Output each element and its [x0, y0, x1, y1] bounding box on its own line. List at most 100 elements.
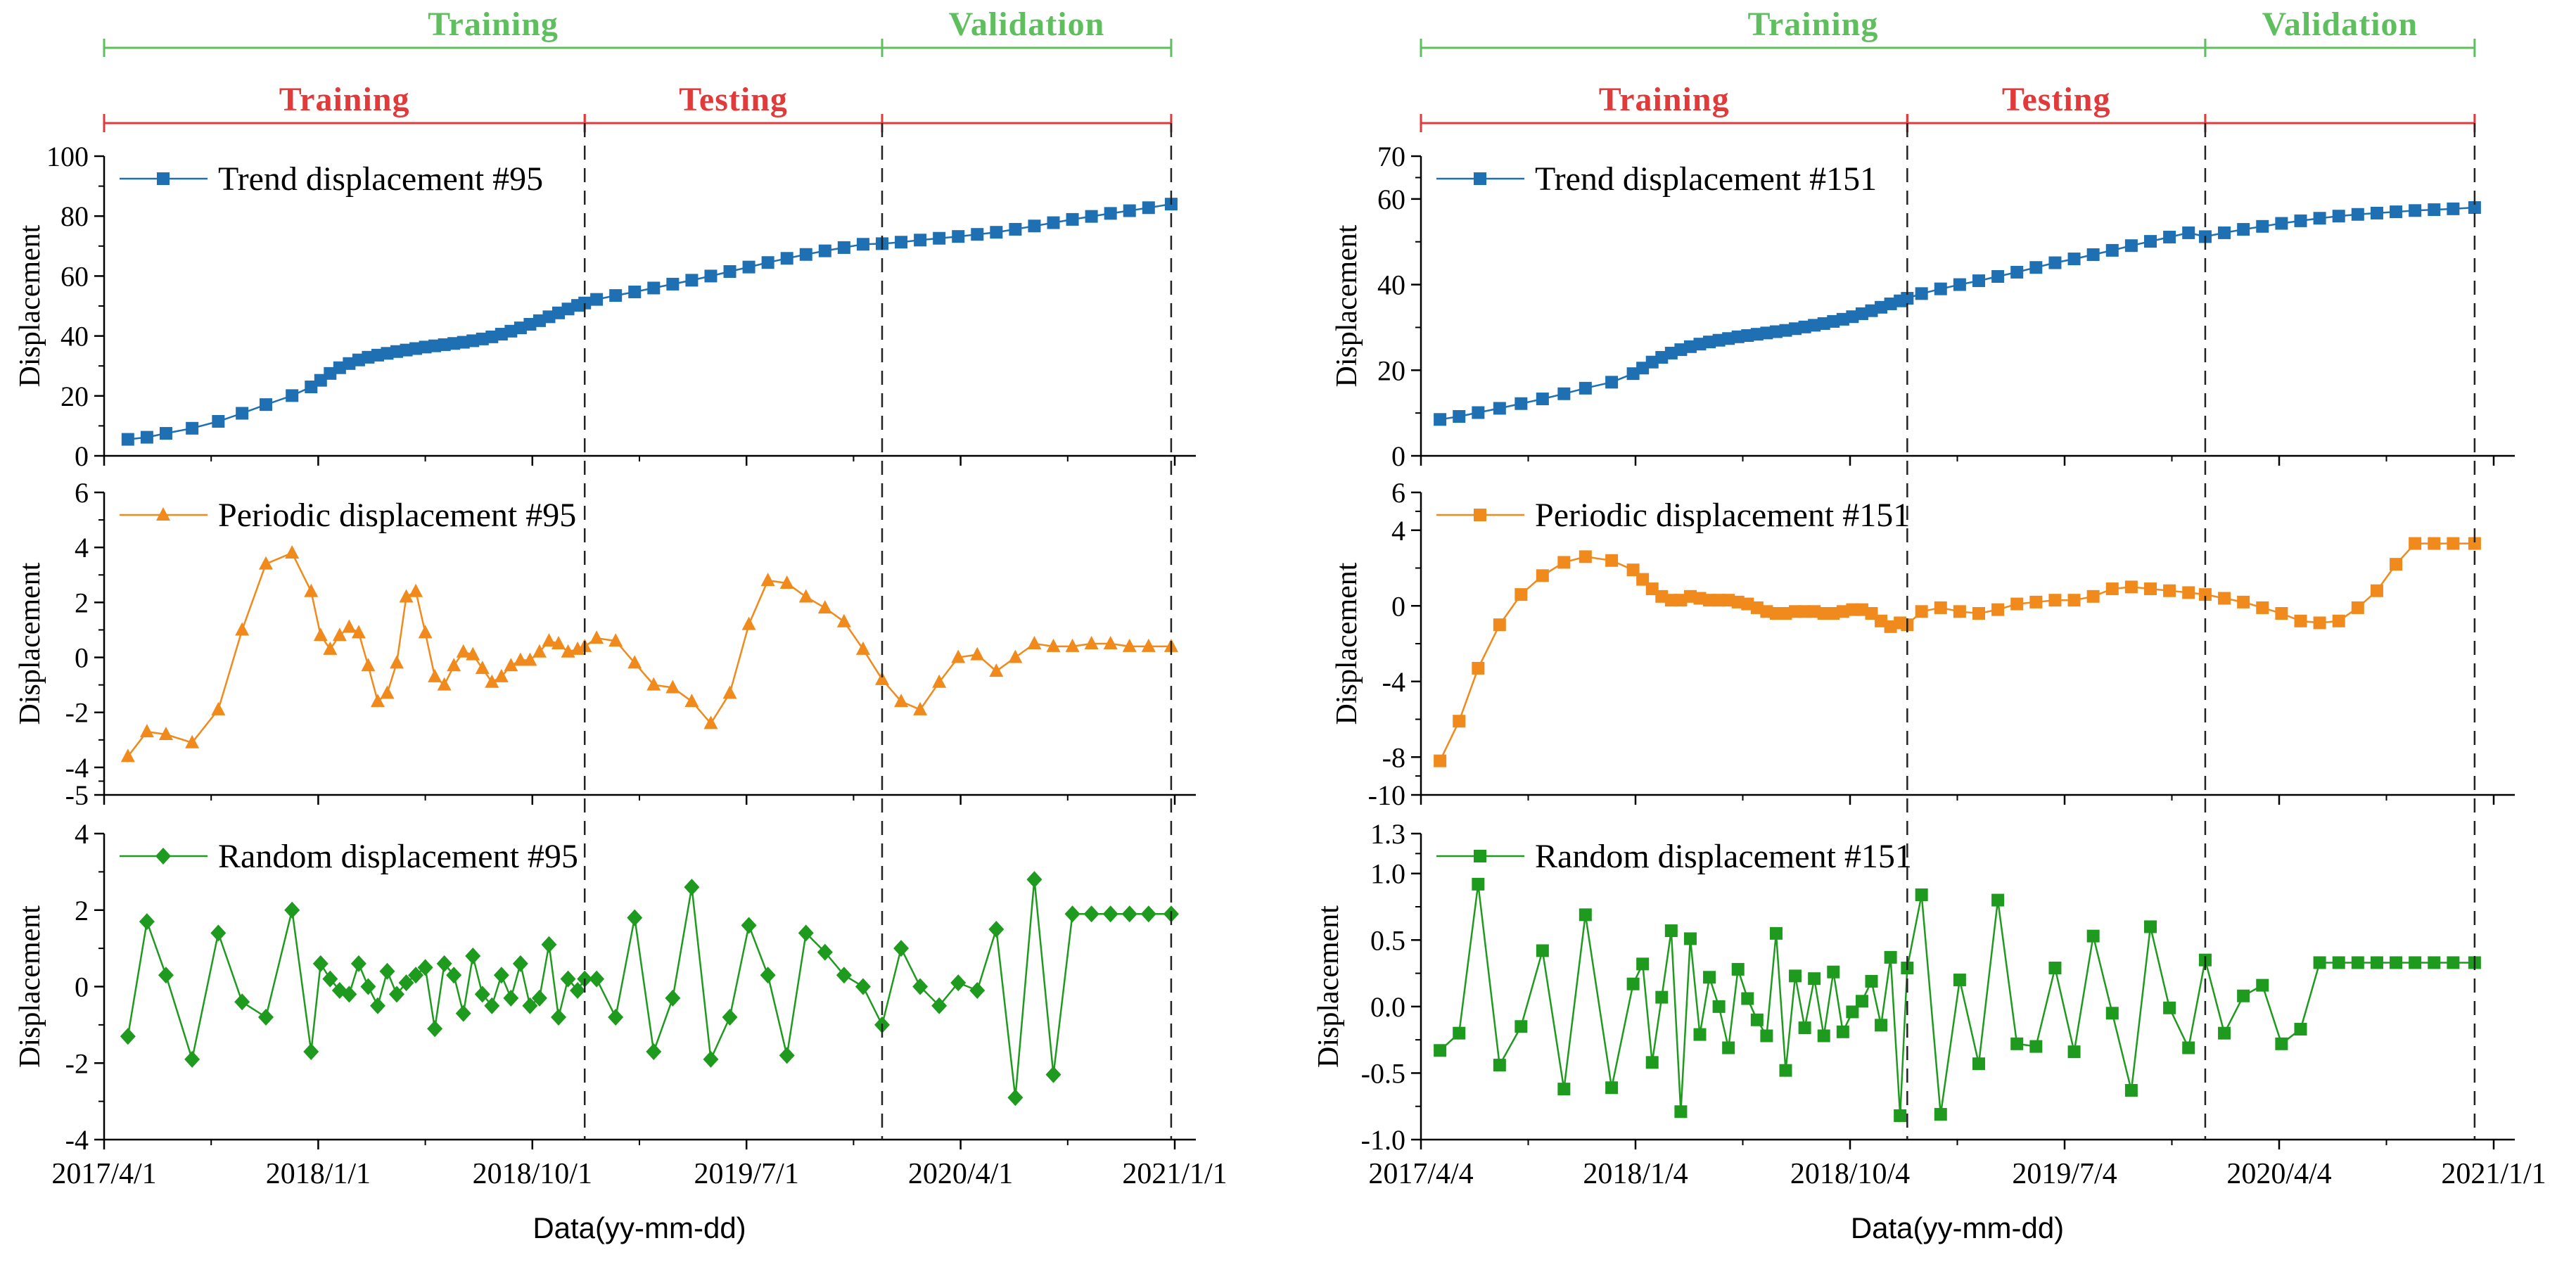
data-point — [379, 962, 395, 980]
data-point — [722, 685, 737, 699]
data-point — [140, 431, 153, 444]
data-point — [1731, 595, 1745, 608]
data-point — [2390, 205, 2403, 219]
data-point — [1046, 638, 1061, 652]
data-point — [2105, 1007, 2119, 1020]
data-point — [1836, 312, 1849, 326]
y-axis-label: Displacement — [14, 905, 46, 1068]
data-point — [1636, 573, 1650, 586]
data-point — [1884, 297, 1897, 310]
data-point — [2294, 214, 2307, 227]
data-point — [2447, 956, 2460, 969]
data-point — [1779, 1064, 1792, 1077]
data-point — [1026, 871, 1042, 888]
data-point — [1655, 589, 1669, 603]
data-point — [1453, 410, 1466, 423]
series-line-random — [1439, 884, 2475, 1116]
data-point — [1536, 944, 1549, 957]
data-point — [210, 924, 227, 942]
data-point — [1855, 603, 1868, 616]
data-point — [2048, 256, 2062, 269]
data-point — [304, 583, 319, 597]
y-tick-label: 60 — [1377, 184, 1405, 215]
data-point — [1434, 1044, 1447, 1057]
data-point — [446, 967, 462, 984]
data-point — [1064, 905, 1080, 923]
data-point — [370, 694, 385, 708]
data-point — [522, 997, 538, 1014]
data-point — [685, 274, 699, 287]
x-tick-label: 2021/1/1 — [1122, 1158, 1227, 1190]
data-point — [2313, 956, 2326, 969]
data-point — [1731, 962, 1745, 976]
data-point — [2105, 243, 2119, 257]
y-tick-label: 6 — [1391, 477, 1405, 509]
band-row-top: Training Validation — [1420, 6, 2476, 57]
data-point — [1798, 320, 1811, 333]
data-point — [2256, 219, 2269, 233]
data-point — [2428, 956, 2441, 969]
data-point — [1846, 310, 1859, 324]
data-point — [628, 285, 642, 298]
data-point — [284, 901, 300, 919]
data-point — [895, 236, 908, 249]
legend-marker — [1474, 509, 1486, 521]
legend-trend: Trend displacement #151 — [1436, 160, 1877, 198]
data-point — [1750, 328, 1764, 341]
y-tick-label: 40 — [1377, 269, 1405, 301]
data-point — [2067, 253, 2081, 266]
data-point — [2198, 588, 2212, 601]
data-point — [390, 655, 404, 669]
data-point — [2409, 956, 2422, 969]
data-point — [390, 345, 404, 358]
x-tick-label: 2020/4/1 — [908, 1158, 1013, 1190]
data-point — [1875, 300, 1888, 314]
data-point — [817, 943, 833, 961]
data-point — [2447, 202, 2460, 215]
data-point — [322, 970, 338, 988]
data-point — [1722, 1041, 1735, 1054]
data-point — [121, 433, 134, 446]
data-point — [741, 616, 756, 630]
data-point — [914, 234, 927, 247]
data-point — [666, 277, 680, 291]
data-point — [1140, 905, 1156, 923]
data-point — [343, 357, 356, 370]
data-point — [1846, 603, 1859, 616]
data-point — [1789, 969, 1802, 983]
data-point — [2313, 212, 2326, 225]
data-point — [1953, 605, 1966, 618]
data-point — [513, 652, 528, 666]
data-point — [1817, 607, 1830, 620]
data-point — [761, 256, 774, 269]
data-point — [2163, 584, 2176, 597]
data-point — [1664, 346, 1678, 359]
series-line-trend — [127, 203, 1172, 440]
data-point — [2351, 956, 2364, 969]
data-point — [2294, 614, 2307, 627]
data-point — [2124, 580, 2138, 594]
data-point — [1493, 1059, 1506, 1072]
panel-periodic: -5-4 -2 0 2 4 6 Displacement Periodic displacem… — [14, 477, 1196, 811]
data-point — [1703, 971, 1716, 984]
data-point — [484, 997, 500, 1014]
data-point — [665, 989, 681, 1007]
data-point — [1065, 638, 1080, 652]
data-point — [836, 967, 852, 984]
data-point — [1674, 594, 1688, 607]
x-tick-label: 2018/10/1 — [473, 1158, 592, 1190]
data-point — [1712, 1000, 1726, 1013]
data-point — [1683, 589, 1697, 603]
data-point — [1103, 636, 1118, 649]
data-point — [1836, 1025, 1849, 1038]
data-point — [380, 685, 395, 699]
data-point — [360, 978, 376, 995]
data-point — [532, 644, 547, 658]
band-label: Training — [1599, 81, 1730, 118]
data-point — [286, 389, 299, 402]
data-point — [1007, 1089, 1024, 1107]
data-point — [158, 727, 173, 740]
x-axis-label: Data(yy-mm-dd) — [1851, 1211, 2064, 1244]
data-point — [1808, 972, 1821, 986]
